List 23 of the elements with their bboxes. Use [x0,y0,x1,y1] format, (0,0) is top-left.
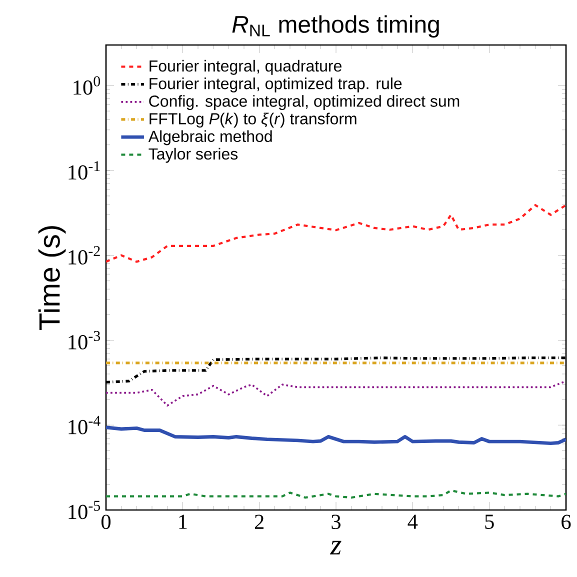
x-tick-label: 0 [101,514,111,530]
y-axis-title: Time (s) [38,226,66,330]
x-tick-label: 6 [562,514,571,530]
x-tick-label: 1 [179,514,187,529]
y-tick-label: 10$^{-4}$ [68,416,100,434]
y-tick-label: 10$^{0}$ [74,76,100,95]
legend-label: Algebraic method [148,130,272,146]
x-tick-label: 5 [485,514,494,529]
line-series [106,426,566,446]
legend-label: Config. space integral, optimized direct sum [149,95,460,110]
x-tick-label: 2 [254,514,264,529]
legend-label: Fourier integral, quadrature [150,60,342,75]
x-axis-title: z [330,540,342,554]
y-tick-label: 10$^{-1}$ [68,161,100,180]
chart-title: R$_{NL}$ methods timing [232,15,439,38]
text: FFTLog P(k) to ξ(r) transform [150,112,356,128]
y-tick-label: 10$^{-5}$ [68,500,100,520]
legend-label: Taylor series [148,148,238,163]
y-tick-label: 10$^{-3}$ [68,330,100,350]
x-tick-label: 3 [332,514,340,530]
y-tick-label: 10$^{-2}$ [68,246,100,265]
x-tick-label: 4 [408,514,418,529]
legend-label: Fourier integral, optimized trap. rule [150,78,402,92]
